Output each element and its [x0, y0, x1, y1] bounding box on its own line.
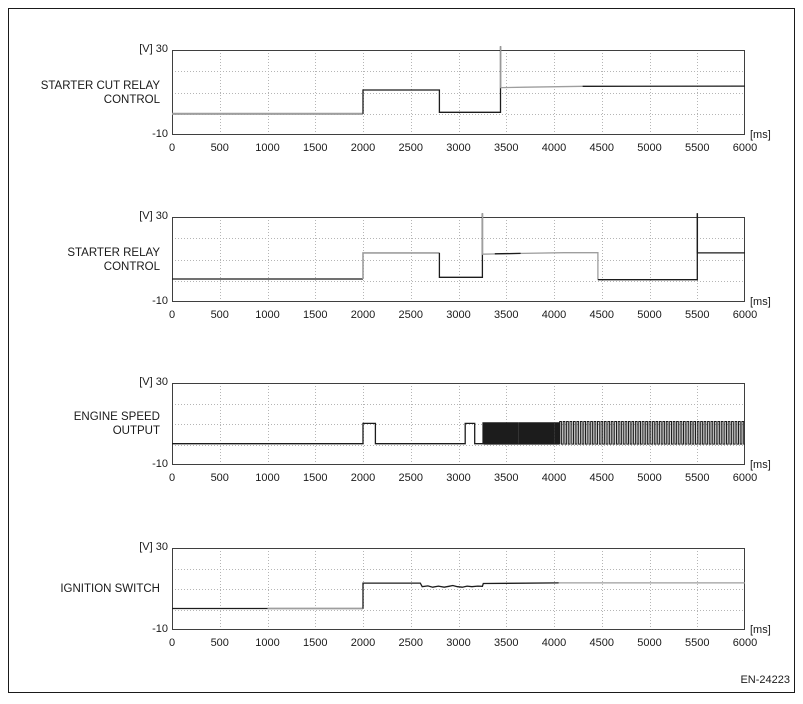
x-tick-label: 2000 — [350, 309, 376, 321]
plot-starter-relay-control — [172, 213, 745, 302]
x-tick-label: 500 — [210, 309, 229, 321]
x-tick-label: 6000 — [732, 637, 758, 649]
chart-title-line: CONTROL — [103, 93, 160, 106]
x-unit-label: [ms] — [750, 624, 771, 636]
x-tick-label: 2500 — [398, 637, 423, 649]
x-tick-label: 1000 — [255, 637, 280, 649]
x-tick-label: 2500 — [398, 142, 423, 154]
y-axis-min-label: -10 — [152, 128, 168, 140]
x-tick-label: 6000 — [732, 142, 758, 154]
x-tick-label: 1500 — [303, 309, 328, 321]
chart-title-line: OUTPUT — [112, 425, 160, 437]
x-tick-label: 4000 — [541, 472, 567, 484]
x-tick-label: 3500 — [494, 637, 519, 649]
waveform-trace — [696, 213, 745, 254]
x-tick-label: 2000 — [350, 472, 376, 484]
x-tick-label: 1500 — [303, 637, 328, 649]
y-axis-min-label: -10 — [152, 295, 168, 307]
chart-title-engine-speed-output: ENGINE SPEED OUTPUT — [18, 410, 160, 438]
x-tick-label: 3000 — [446, 637, 471, 649]
y-axis-max-label: [V] 30 — [139, 210, 168, 222]
x-tick-label: 5500 — [685, 309, 710, 321]
x-tick-label: 6000 — [732, 309, 758, 321]
x-tick-label: 0 — [168, 637, 176, 649]
x-tick-label: 5500 — [685, 637, 710, 649]
waveform-pulse-train — [559, 421, 745, 445]
chart-title-starter-relay-control: STARTER RELAY CONTROL — [18, 246, 160, 274]
x-tick-label: 1000 — [255, 309, 280, 321]
x-tick-label: 6000 — [732, 472, 758, 484]
x-tick-label: 500 — [210, 142, 229, 154]
x-tick-label: 2000 — [350, 637, 376, 649]
x-tick-label: 4500 — [589, 142, 614, 154]
waveform-trace — [362, 582, 559, 609]
x-unit-label: [ms] — [750, 296, 771, 308]
chart-title-line: STARTER CUT RELAY — [40, 79, 160, 92]
x-tick-label: 1500 — [303, 142, 328, 154]
x-tick-label: 4000 — [541, 142, 567, 154]
plot-ignition-switch — [172, 548, 745, 630]
waveform-trace — [500, 46, 583, 89]
x-tick-label: 4500 — [589, 309, 614, 321]
waveform-trace — [438, 213, 484, 278]
plot-engine-speed-output — [172, 383, 745, 465]
x-tick-label: 3500 — [494, 142, 519, 154]
x-tick-label: 3000 — [446, 142, 471, 154]
x-tick-label: 1000 — [255, 472, 280, 484]
x-tick-label: 500 — [210, 472, 229, 484]
plot-starter-cut-relay-control — [172, 46, 746, 135]
x-tick-label: 5000 — [637, 309, 662, 321]
x-tick-label: 5000 — [637, 142, 662, 154]
waveform-trace — [362, 46, 502, 114]
chart-title-starter-cut-relay-control: STARTER CUT RELAY CONTROL — [18, 79, 160, 107]
x-tick-label: 5500 — [685, 472, 710, 484]
x-tick-label: 0 — [168, 309, 176, 321]
x-tick-label: 5000 — [637, 637, 662, 649]
chart-title-line: IGNITION SWITCH — [60, 583, 160, 595]
x-tick-label: 4000 — [541, 309, 567, 321]
x-tick-label: 1500 — [303, 472, 328, 484]
y-axis-max-label: [V] 30 — [139, 376, 168, 388]
waveform-trace — [362, 252, 440, 279]
x-tick-label: 4000 — [541, 637, 567, 649]
chart-title-ignition-switch: IGNITION SWITCH — [18, 582, 160, 596]
chart-title-line: ENGINE SPEED — [73, 411, 160, 423]
x-tick-label: 0 — [168, 472, 176, 484]
x-tick-label: 2500 — [398, 309, 423, 321]
x-tick-label: 0 — [168, 142, 176, 154]
x-tick-label: 3500 — [494, 309, 519, 321]
y-axis-max-label: [V] 30 — [139, 541, 168, 553]
y-axis-min-label: -10 — [152, 458, 168, 470]
waveform-pulse-train — [482, 422, 561, 445]
x-tick-label: 4500 — [589, 637, 614, 649]
x-tick-label: 4500 — [589, 472, 614, 484]
x-tick-label: 5000 — [637, 472, 662, 484]
figure-border — [8, 8, 795, 693]
x-tick-label: 2500 — [398, 472, 423, 484]
x-unit-label: [ms] — [750, 459, 771, 471]
x-tick-label: 500 — [210, 637, 229, 649]
waveform-trace — [172, 422, 483, 445]
x-tick-label: 1000 — [255, 142, 280, 154]
x-tick-label: 3500 — [494, 472, 519, 484]
y-axis-min-label: -10 — [152, 623, 168, 635]
x-tick-label: 2000 — [350, 142, 376, 154]
x-tick-label: 3000 — [446, 472, 471, 484]
x-tick-label: 3000 — [446, 309, 471, 321]
x-tick-label: 5500 — [685, 142, 710, 154]
waveform-trace — [481, 213, 599, 280]
y-axis-max-label: [V] 30 — [139, 43, 168, 55]
chart-title-line: CONTROL — [103, 260, 160, 273]
x-unit-label: [ms] — [750, 129, 771, 141]
chart-title-line: STARTER RELAY — [67, 246, 160, 259]
waveform-trace — [597, 213, 698, 281]
figure-code-label: EN-24223 — [740, 674, 790, 686]
